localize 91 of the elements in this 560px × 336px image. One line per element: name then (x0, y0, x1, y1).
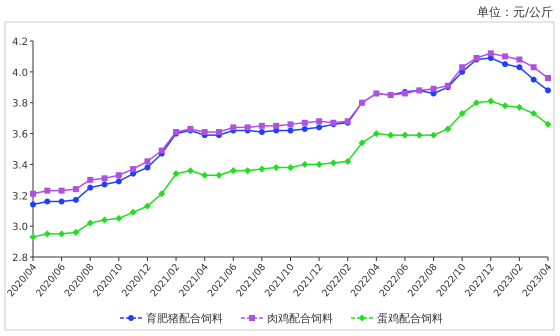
point (287, 164, 294, 172)
point (316, 124, 322, 130)
point (516, 64, 522, 70)
point (230, 124, 236, 130)
y-tick-label: 4.0 (12, 68, 28, 79)
point (72, 196, 79, 203)
point (545, 87, 551, 94)
point (115, 214, 122, 222)
legend-label: 育肥猪配合饲料 (146, 312, 223, 325)
text: 单位：元/公斤 (476, 5, 553, 19)
point (44, 188, 50, 194)
point (459, 64, 466, 70)
point (58, 188, 65, 194)
point (130, 166, 136, 172)
point (288, 127, 294, 134)
point (116, 178, 122, 184)
point (488, 50, 494, 56)
point (372, 130, 380, 138)
point (502, 102, 509, 110)
point (530, 76, 537, 83)
point (86, 220, 94, 227)
y-tick-label: 3.2 (12, 191, 28, 202)
point (87, 184, 94, 191)
y-tick-label: 3.4 (12, 160, 28, 172)
point (101, 216, 108, 224)
point (72, 186, 79, 192)
point (458, 110, 466, 118)
point (545, 75, 551, 82)
point (244, 167, 252, 174)
point (316, 160, 323, 168)
legend-label: 肉鸡配合饲料 (267, 312, 333, 325)
point (330, 159, 337, 166)
point (487, 98, 494, 105)
y-tick-label: 3.8 (12, 98, 28, 110)
point (301, 160, 308, 168)
point (516, 56, 522, 63)
point (387, 132, 394, 139)
point (186, 167, 194, 174)
point (144, 164, 150, 171)
point (172, 170, 180, 178)
point (58, 198, 65, 204)
point (201, 172, 208, 179)
y-tick-label: 3.6 (12, 130, 28, 141)
point (158, 148, 165, 154)
y-tick-label: 2.8 (12, 253, 28, 264)
y-tick-label: 4.2 (12, 37, 28, 48)
point (358, 139, 366, 146)
point (273, 122, 280, 129)
point (430, 86, 437, 92)
legend-label: 蛋鸡配合饲料 (377, 312, 443, 325)
point (302, 126, 308, 132)
point (502, 53, 508, 60)
point (530, 110, 538, 118)
point (215, 172, 222, 179)
point (502, 61, 508, 68)
point (288, 121, 294, 128)
point (444, 125, 452, 132)
point (158, 190, 166, 198)
point (258, 122, 265, 129)
point (516, 104, 523, 111)
point (72, 228, 80, 236)
point (202, 129, 208, 136)
point (44, 230, 51, 238)
point (472, 99, 480, 106)
point (416, 132, 423, 139)
point (244, 124, 251, 130)
point (258, 166, 266, 173)
point (30, 202, 36, 208)
point (116, 172, 122, 178)
point (44, 198, 50, 204)
point (30, 233, 36, 240)
point (144, 202, 151, 210)
point (216, 129, 222, 136)
point (401, 132, 408, 139)
point (430, 132, 438, 139)
point (102, 175, 108, 182)
point (144, 158, 150, 164)
point (316, 118, 322, 124)
point (344, 158, 352, 165)
point (302, 120, 308, 126)
point (130, 208, 137, 216)
point (58, 230, 66, 238)
point (230, 167, 237, 174)
y-tick-label: 3.0 (12, 222, 28, 234)
point (272, 164, 280, 172)
point (530, 64, 537, 70)
point (102, 181, 108, 188)
point (87, 176, 94, 183)
point (258, 129, 265, 136)
point (544, 120, 552, 128)
point (30, 190, 36, 197)
